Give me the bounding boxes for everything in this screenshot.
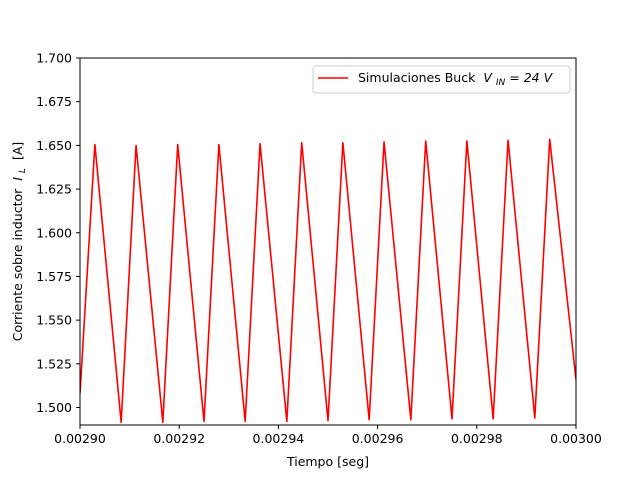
y-tick-label: 1.650 [36,138,72,153]
axis-ticks: 0.00290 0.00292 0.00294 0.00296 0.00298 0.003… [36,51,602,447]
x-tick-label: 0.00298 [451,431,503,446]
x-axis-label: Tiempo [seg] [286,454,369,469]
x-tick-label: 0.00294 [253,431,305,446]
legend-math-symbol: V [483,70,493,85]
legend-label: Simulaciones Buck V IN = 24 V [358,70,554,88]
y-axis-label: Corriente sobre inductor I L [A] [10,142,28,342]
y-tick-label: 1.675 [36,94,72,109]
y-tick-label: 1.575 [36,269,72,284]
x-tick-label: 0.00290 [54,431,106,446]
legend-math-rest: = 24 V [509,70,553,85]
legend: Simulaciones Buck V IN = 24 V [312,65,571,94]
y-tick-label: 1.600 [36,225,72,240]
y-axis-label-unit: [A] [10,142,25,160]
plot-frame [79,57,577,426]
y-axis-label-subscript: L [18,168,28,173]
x-tick-label: 0.00292 [153,431,205,446]
plot-area [80,138,576,424]
y-tick-label: 1.700 [36,51,72,66]
y-tick-label: 1.625 [36,182,72,197]
legend-series-name: Simulaciones Buck [358,70,476,85]
legend-box [312,65,571,94]
x-tick-label: 0.00296 [352,431,404,446]
series-line-0 [80,138,576,424]
x-tick-label: 0.00300 [550,431,602,446]
y-axis-label-text: Corriente sobre inductor [10,188,25,341]
y-tick-label: 1.550 [36,313,72,328]
y-axis-label-symbol: I [10,177,25,181]
legend-math-subscript: IN [496,78,506,88]
y-tick-label: 1.500 [36,400,72,415]
y-tick-label: 1.525 [36,356,72,371]
